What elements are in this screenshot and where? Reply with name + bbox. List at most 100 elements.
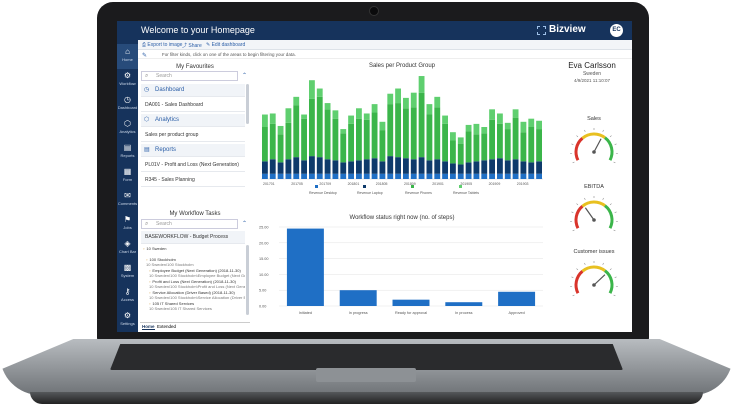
bar-revenue-tablets-201912[interactable] [536,120,542,130]
workflow-header[interactable]: BASEWORKFLOW - Budget Process [141,231,245,244]
collapse-icon[interactable]: ⌃ [241,73,248,79]
bar-revenue-phones-201910[interactable] [520,132,527,162]
bar-revenue-laptop-201710[interactable] [332,160,339,174]
bar-revenue-desktop-201809[interactable] [418,173,425,179]
bar-revenue-tablets-201905[interactable] [481,127,488,134]
bar-revenue-desktop-201811[interactable] [434,173,441,179]
bar-revenue-phones-201709[interactable] [324,109,331,160]
bar-revenue-tablets-201911[interactable] [528,118,535,127]
bar-revenue-laptop-201906[interactable] [489,159,495,174]
bar-in-progress[interactable] [339,290,377,306]
bar-revenue-tablets-201907[interactable] [497,113,503,124]
bar-revenue-phones-201811[interactable] [434,107,441,160]
bar-revenue-desktop-201712[interactable] [348,173,354,179]
bar-revenue-laptop-201801[interactable] [356,160,362,174]
bar-revenue-laptop-201806[interactable] [395,157,401,174]
favourite-item[interactable]: DA001 - Sales Dashboard [141,99,245,112]
bar-revenue-desktop-201704[interactable] [285,173,292,179]
favourite-item[interactable]: R345 - Sales Planning [141,174,245,187]
bar-revenue-desktop-201711[interactable] [340,173,347,179]
bar-revenue-desktop-201803[interactable] [371,173,378,179]
bar-revenue-phones-201812[interactable] [442,123,448,162]
workflow-scrollbar[interactable] [246,245,249,315]
gauge-customer-issues[interactable] [564,257,624,310]
bar-revenue-desktop-201906[interactable] [489,173,495,179]
bar-revenue-phones-201912[interactable] [536,129,542,162]
bar-revenue-desktop-201907[interactable] [497,173,503,179]
bar-revenue-laptop-201807[interactable] [403,158,409,174]
bar-revenue-laptop-201707[interactable] [309,156,315,174]
bar-revenue-phones-201911[interactable] [528,127,535,163]
bar-revenue-desktop-201901[interactable] [450,173,456,179]
bar-revenue-tablets-201902[interactable] [457,137,464,144]
bar-revenue-desktop-201910[interactable] [520,173,527,179]
bar-revenue-laptop-201701[interactable] [262,161,268,174]
bar-revenue-tablets-201811[interactable] [434,96,441,108]
bar-revenue-tablets-201909[interactable] [512,109,519,118]
bar-revenue-phones-201801[interactable] [356,118,362,161]
bar-revenue-laptop-201802[interactable] [363,159,370,174]
bar-revenue-laptop-201907[interactable] [497,158,503,174]
bar-revenue-tablets-201901[interactable] [450,132,456,141]
bar-revenue-laptop-201909[interactable] [512,159,519,174]
bar-revenue-phones-201906[interactable] [489,119,495,160]
bar-revenue-laptop-201705[interactable] [293,157,300,174]
bar-revenue-desktop-201801[interactable] [356,173,362,179]
sidebar-item-jobs[interactable]: ⚑ Jobs [117,212,138,237]
bar-revenue-phones-201707[interactable] [309,98,315,157]
bar-revenue-desktop-201909[interactable] [512,173,519,179]
bar-revenue-laptop-201712[interactable] [348,161,354,174]
bar-revenue-desktop-201705[interactable] [293,173,300,179]
bar-revenue-laptop-201804[interactable] [379,161,386,174]
sidebar-item-workflow[interactable]: ⚙ Workflow [117,68,138,93]
bar-revenue-laptop-201805[interactable] [387,156,394,174]
bar-revenue-desktop-201802[interactable] [363,173,370,179]
bar-revenue-tablets-201812[interactable] [442,115,448,124]
bar-revenue-phones-201711[interactable] [340,133,347,163]
edit-dashboard-button[interactable]: ✎ Edit dashboard [206,42,246,48]
bar-revenue-phones-201701[interactable] [262,127,268,162]
bar-revenue-phones-201808[interactable] [410,107,417,160]
bar-revenue-desktop-201812[interactable] [442,173,448,179]
bar-revenue-tablets-201704[interactable] [285,108,292,123]
export-image-button[interactable]: ⎙ Export to image [142,42,183,48]
bar-revenue-desktop-201706[interactable] [301,173,307,179]
sales-chart[interactable]: 201701 201705 201709 201801 201805 201809 2019… [257,71,547,201]
bar-revenue-desktop-201808[interactable] [410,173,417,179]
bar-revenue-desktop-201902[interactable] [457,173,464,179]
bar-revenue-phones-201712[interactable] [348,123,354,162]
bar-revenue-desktop-201912[interactable] [536,173,542,179]
sidebar-item-comments[interactable]: ✉ Comments [117,188,138,213]
sidebar-item-reports[interactable]: ▤ Reports [117,140,138,165]
bar-revenue-tablets-201904[interactable] [473,123,480,135]
bar-revenue-tablets-201706[interactable] [301,114,307,119]
bar-revenue-tablets-201712[interactable] [348,115,354,124]
bar-revenue-phones-201802[interactable] [363,119,370,160]
bar-revenue-tablets-201910[interactable] [520,121,527,133]
bar-revenue-tablets-201711[interactable] [340,129,347,134]
sidebar-item-settings[interactable]: ⚙ Settings [117,308,138,332]
bar-revenue-phones-201806[interactable] [395,103,401,158]
bar-revenue-desktop-201904[interactable] [473,173,480,179]
workflow-chart[interactable]: 0.00 5.00 10.00 15.00 20.00 25.00 Initiated In … [257,224,547,324]
bar-revenue-tablets-201702[interactable] [269,113,276,124]
bar-revenue-desktop-201709[interactable] [324,173,331,179]
tab-home[interactable]: Home [142,324,155,330]
bar-revenue-phones-201807[interactable] [403,108,409,159]
bar-revenue-tablets-201710[interactable] [332,110,339,119]
favourites-section[interactable]: ⬡ Analytics [141,114,245,127]
sidebar-item-system[interactable]: ▩ System [117,260,138,285]
bar-revenue-tablets-201807[interactable] [403,97,409,109]
bar-revenue-tablets-201903[interactable] [465,124,472,132]
favourites-section[interactable]: ◷ Dashboard [141,84,245,97]
bar-revenue-phones-201702[interactable] [269,123,276,160]
bar-revenue-desktop-201905[interactable] [481,173,488,179]
gauge-ebitda[interactable] [564,192,624,245]
sidebar-item-form[interactable]: ▦ Form [117,164,138,189]
bar-revenue-phones-201903[interactable] [465,131,472,163]
bar-revenue-desktop-201807[interactable] [403,173,409,179]
bar-revenue-tablets-201701[interactable] [262,114,268,127]
bar-revenue-desktop-201911[interactable] [528,173,535,179]
bar-revenue-desktop-201708[interactable] [316,173,323,179]
bar-revenue-laptop-201903[interactable] [465,162,472,174]
